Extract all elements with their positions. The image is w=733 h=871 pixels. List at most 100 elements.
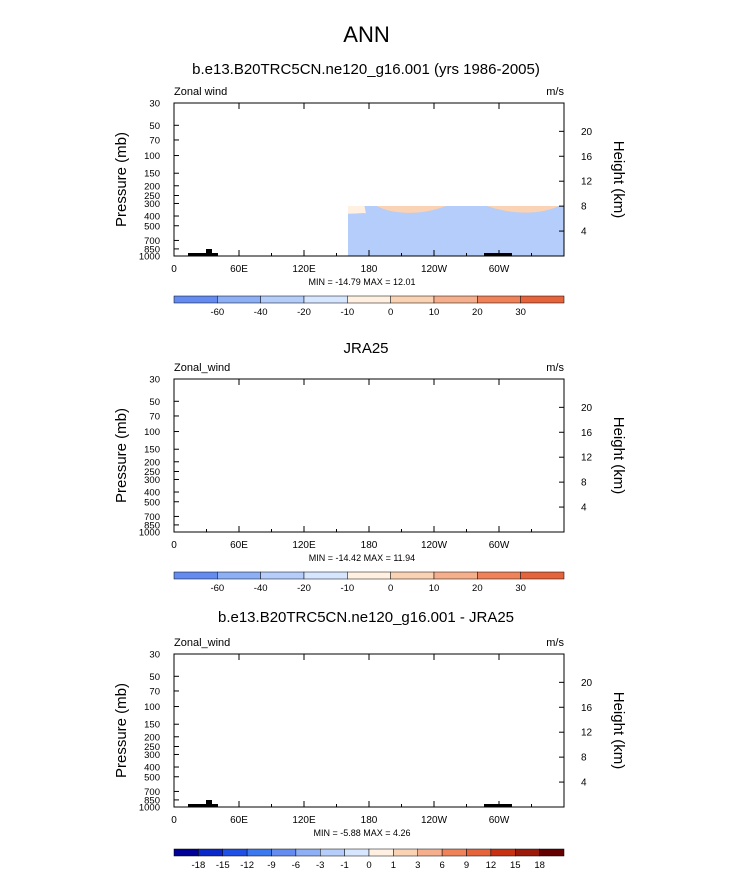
colorbar-box bbox=[217, 295, 261, 304]
colorbar-label: -40 bbox=[254, 583, 268, 594]
contour-fills bbox=[174, 654, 564, 807]
panel-title: b.e13.B20TRC5CN.ne120_g16.001 (yrs 1986-… bbox=[192, 61, 540, 78]
contour-region bbox=[174, 757, 192, 772]
y-tick-label: 50 bbox=[149, 397, 160, 408]
colorbar-label: 30 bbox=[515, 307, 526, 318]
y-tick-label: 300 bbox=[144, 475, 160, 486]
y-tick-label: 150 bbox=[144, 720, 160, 731]
x-tick-label: 60W bbox=[489, 815, 510, 826]
contour-region bbox=[174, 760, 276, 804]
y-axis-title: Pressure (mb) bbox=[113, 132, 130, 227]
colorbar-box bbox=[260, 295, 305, 304]
contour-fills bbox=[348, 140, 564, 256]
figure-title: ANN bbox=[343, 22, 390, 47]
colorbar-box bbox=[393, 848, 418, 857]
contour-region bbox=[419, 699, 544, 799]
panel-title: JRA25 bbox=[343, 340, 388, 357]
y-tick-label: 250 bbox=[144, 742, 160, 753]
topography-africa bbox=[188, 804, 218, 807]
x-tick-label: 180 bbox=[361, 815, 378, 826]
contour-region bbox=[174, 674, 564, 699]
y-tick-label: 30 bbox=[149, 650, 160, 661]
x-tick-label: 120W bbox=[421, 540, 448, 551]
contour-region bbox=[369, 471, 564, 532]
colorbar-box bbox=[198, 848, 223, 857]
x-tick-label: 60E bbox=[230, 815, 248, 826]
contour-region bbox=[174, 379, 564, 532]
colorbar-label: 18 bbox=[534, 860, 545, 871]
y-axis-title-right: Height (km) bbox=[610, 141, 627, 219]
x-tick-label: 0 bbox=[171, 815, 177, 826]
units-label: m/s bbox=[546, 362, 564, 374]
topography-andes bbox=[484, 253, 512, 256]
colorbar-box bbox=[303, 571, 348, 580]
x-tick-label: 60W bbox=[489, 540, 510, 551]
height-tick-label: 12 bbox=[581, 728, 593, 739]
colorbar-box bbox=[490, 848, 516, 857]
colorbar-label: 30 bbox=[515, 583, 526, 594]
colorbar-label: -15 bbox=[216, 860, 230, 871]
contour-region bbox=[389, 140, 459, 179]
colorbar-box bbox=[466, 848, 492, 857]
height-tick-label: 16 bbox=[581, 428, 593, 439]
colorbar-label: -10 bbox=[340, 307, 354, 318]
panel-2 bbox=[173, 378, 565, 580]
contour-region bbox=[409, 440, 449, 457]
colorbar-box bbox=[320, 848, 345, 857]
variable-label: Zonal wind bbox=[174, 86, 227, 98]
height-tick-label: 16 bbox=[581, 703, 593, 714]
x-tick-label: 180 bbox=[361, 540, 378, 551]
colorbar-label: -20 bbox=[297, 583, 311, 594]
y-tick-label: 500 bbox=[144, 221, 160, 232]
x-tick-label: 0 bbox=[171, 264, 177, 275]
colorbar-label: 10 bbox=[429, 583, 440, 594]
colorbar-box bbox=[539, 848, 565, 857]
colorbar-box bbox=[260, 571, 305, 580]
y-tick-label: 700 bbox=[144, 512, 160, 523]
colorbar-box bbox=[173, 571, 218, 580]
y-axis-title: Pressure (mb) bbox=[113, 683, 130, 778]
colorbar-box bbox=[271, 848, 297, 857]
contour-region bbox=[174, 430, 345, 497]
units-label: m/s bbox=[546, 86, 564, 98]
x-tick-label: 0 bbox=[171, 540, 177, 551]
colorbar-label: -60 bbox=[210, 307, 224, 318]
contour-region bbox=[267, 715, 329, 794]
colorbar-label: -6 bbox=[292, 860, 300, 871]
y-tick-label: 150 bbox=[144, 169, 160, 180]
colorbar-box bbox=[515, 848, 540, 857]
y-tick-label: 700 bbox=[144, 787, 160, 798]
x-tick-label: 120E bbox=[292, 264, 316, 275]
contour-region bbox=[504, 772, 564, 804]
y-axis-title-right: Height (km) bbox=[610, 692, 627, 770]
colorbar-box bbox=[477, 295, 521, 304]
x-tick-label: 60E bbox=[230, 264, 248, 275]
contour-region bbox=[174, 654, 564, 807]
y-tick-label: 400 bbox=[144, 488, 160, 499]
y-tick-label: 70 bbox=[149, 135, 160, 146]
colorbar-label: 12 bbox=[486, 860, 497, 871]
y-tick-label: 30 bbox=[149, 99, 160, 110]
height-tick-label: 12 bbox=[581, 177, 593, 188]
height-tick-label: 8 bbox=[581, 753, 587, 764]
y-tick-label: 400 bbox=[144, 763, 160, 774]
colorbar-box bbox=[417, 848, 443, 857]
colorbar-label: 10 bbox=[429, 307, 440, 318]
colorbar-label: -12 bbox=[240, 860, 254, 871]
colorbar-label: 1 bbox=[391, 860, 396, 871]
y-tick-label: 250 bbox=[144, 191, 160, 202]
colorbar-label: -18 bbox=[192, 860, 206, 871]
colorbar-box bbox=[477, 571, 521, 580]
y-tick-label: 70 bbox=[149, 686, 160, 697]
y-tick-label: 150 bbox=[144, 445, 160, 456]
contour-region bbox=[174, 401, 214, 409]
x-tick-label: 120E bbox=[292, 540, 316, 551]
colorbar-box bbox=[433, 571, 478, 580]
y-tick-label: 850 bbox=[144, 795, 160, 806]
y-tick-label: 1000 bbox=[139, 803, 160, 814]
y-tick-label: 500 bbox=[144, 497, 160, 508]
colorbar-label: -10 bbox=[340, 583, 354, 594]
y-tick-label: 850 bbox=[144, 520, 160, 531]
contour-region bbox=[174, 712, 205, 745]
